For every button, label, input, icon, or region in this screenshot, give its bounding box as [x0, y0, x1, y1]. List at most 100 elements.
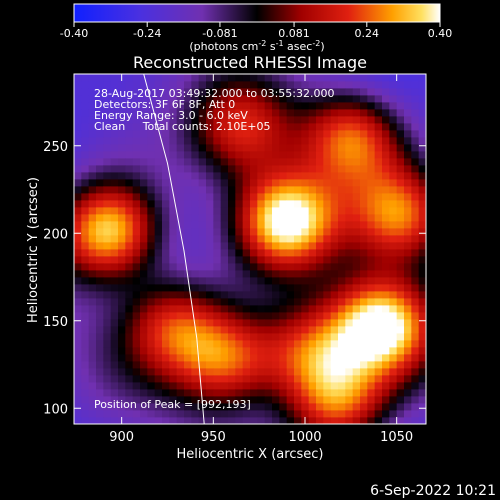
heatmap-cell [404, 298, 412, 306]
heatmap-cell [242, 354, 251, 362]
heatmap-cell [374, 214, 383, 222]
heatmap-cell [308, 207, 317, 215]
heatmap-cell [140, 403, 148, 411]
heatmap-cell [352, 354, 361, 362]
heatmap-cell [382, 200, 390, 208]
heatmap-cell [191, 186, 200, 194]
heatmap-cell [125, 172, 134, 180]
heatmap-cell [213, 200, 222, 208]
heatmap-cell [125, 298, 134, 306]
heatmap-cell [338, 88, 346, 96]
heatmap-cell [242, 235, 251, 243]
heatmap-cell [235, 368, 244, 376]
heatmap-cell [125, 305, 134, 313]
heatmap-cell [96, 382, 104, 390]
heatmap-cell [198, 214, 207, 222]
heatmap-cell [81, 151, 90, 159]
heatmap-cell [96, 403, 104, 411]
heatmap-cell [176, 382, 185, 390]
heatmap-cell [103, 396, 112, 404]
heatmap-cell [367, 221, 376, 229]
heatmap-cell [257, 235, 266, 243]
heatmap-cell [140, 151, 148, 159]
heatmap-cell [176, 403, 185, 411]
heatmap-cell [257, 347, 266, 355]
heatmap-cell [206, 165, 214, 173]
heatmap-cell [154, 403, 163, 411]
heatmap-cell [103, 235, 112, 243]
heatmap-cell [345, 396, 354, 404]
heatmap-cell [169, 165, 178, 173]
heatmap-cell [360, 396, 368, 404]
heatmap-cell [367, 403, 376, 411]
heatmap-cell [352, 179, 361, 187]
heatmap-cell [162, 81, 170, 89]
heatmap-cell [125, 102, 134, 110]
heatmap-cell [316, 193, 324, 201]
heatmap-cell [308, 284, 317, 292]
heatmap-cell [382, 158, 390, 166]
heatmap-cell [198, 109, 207, 117]
heatmap-cell [103, 172, 112, 180]
heatmap-cell [301, 361, 310, 369]
heatmap-cell [360, 95, 368, 103]
heatmap-cell [279, 130, 288, 138]
heatmap-cell [360, 172, 368, 180]
heatmap-cell [367, 256, 376, 264]
heatmap-cell [323, 207, 332, 215]
heatmap-cell [140, 249, 148, 257]
heatmap-cell [184, 130, 192, 138]
heatmap-cell [118, 228, 126, 236]
heatmap-cell [96, 207, 104, 215]
heatmap-cell [147, 249, 156, 257]
heatmap-cell [404, 347, 412, 355]
heatmap-cell [374, 319, 383, 327]
heatmap-cell [220, 151, 229, 159]
heatmap-cell [242, 417, 251, 424]
heatmap-cell [198, 88, 207, 96]
heatmap-cell [242, 291, 251, 299]
heatmap-cell [132, 326, 141, 334]
heatmap-cell [264, 151, 273, 159]
heatmap-cell [132, 396, 141, 404]
heatmap-cell [411, 256, 420, 264]
heatmap-cell [330, 270, 339, 278]
heatmap-cell [110, 375, 119, 383]
heatmap-cell [235, 186, 244, 194]
heatmap-cell [294, 319, 302, 327]
heatmap-cell [206, 186, 214, 194]
heatmap-cell [308, 361, 317, 369]
heatmap-cell [330, 298, 339, 306]
heatmap-cell [294, 130, 302, 138]
heatmap-cell [191, 228, 200, 236]
heatmap-cell [140, 123, 148, 131]
heatmap-cell [330, 123, 339, 131]
heatmap-cell [213, 214, 222, 222]
heatmap-cell [330, 389, 339, 397]
heatmap-cell [132, 116, 141, 124]
heatmap-cell [389, 144, 398, 152]
heatmap-cell [74, 249, 82, 257]
heatmap-cell [264, 137, 273, 145]
heatmap-cell [279, 389, 288, 397]
heatmap-cell [118, 361, 126, 369]
heatmap-cell [213, 382, 222, 390]
heatmap-cell [96, 361, 104, 369]
heatmap-cell [360, 375, 368, 383]
heatmap-cell [235, 228, 244, 236]
heatmap-cell [396, 284, 405, 292]
heatmap-cell [411, 368, 420, 376]
heatmap-cell [360, 144, 368, 152]
heatmap-cell [169, 242, 178, 250]
heatmap-cell [418, 116, 426, 124]
heatmap-cell [257, 81, 266, 89]
heatmap-cell [147, 382, 156, 390]
heatmap-cell [198, 200, 207, 208]
heatmap-cell [294, 214, 302, 222]
heatmap-cell [323, 81, 332, 89]
heatmap-cell [74, 270, 82, 278]
heatmap-cell [110, 74, 119, 82]
heatmap-cell [411, 179, 420, 187]
heatmap-cell [118, 249, 126, 257]
heatmap-cell [110, 158, 119, 166]
